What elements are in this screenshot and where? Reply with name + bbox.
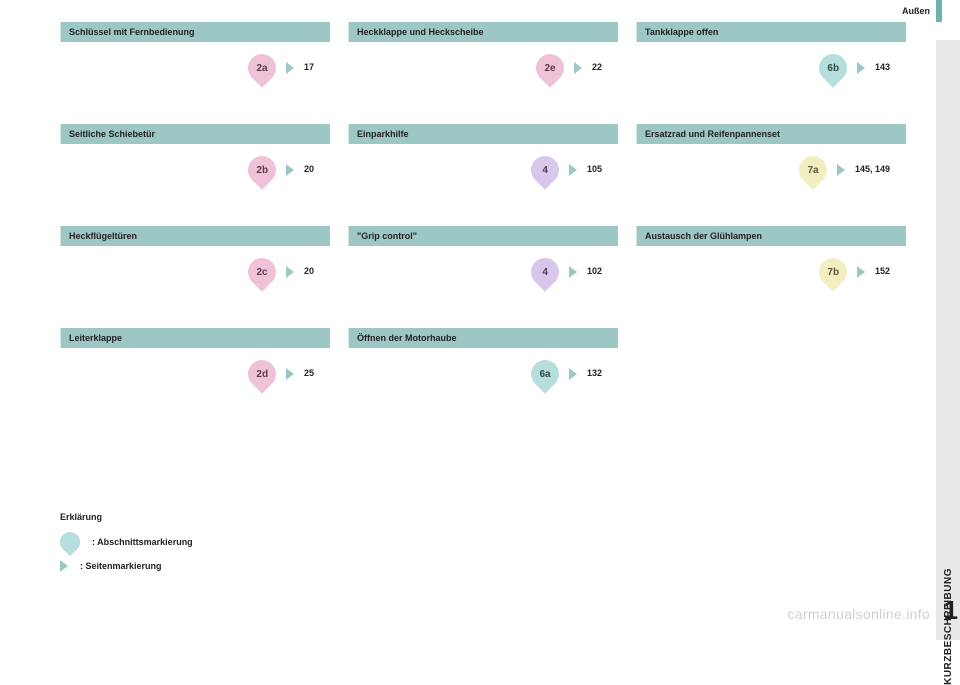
topic-title: Heckflügeltüren (60, 226, 330, 246)
topic-item: Leiterklappe 2d 25 (60, 328, 330, 428)
section-marker-icon: 7a (793, 150, 833, 190)
page-marker-icon (286, 368, 294, 380)
section-marker-icon: 2c (242, 252, 282, 292)
topic-page: 102 (587, 267, 602, 277)
topic-title: Öffnen der Motorhaube (348, 328, 618, 348)
topic-title: Leiterklappe (60, 328, 330, 348)
topic-title: Seitliche Schiebetür (60, 124, 330, 144)
side-chapter-tab (936, 40, 960, 640)
section-marker-icon: 6a (525, 354, 565, 394)
topic-title: Einparkhilfe (348, 124, 618, 144)
topic-page: 145, 149 (855, 165, 890, 175)
section-marker-icon: 4 (525, 150, 565, 190)
watermark: carmanualsonline.info (788, 606, 931, 622)
topic-title: Heckklappe und Heckscheibe (348, 22, 618, 42)
section-marker-icon: 2a (242, 48, 282, 88)
topic-page: 25 (304, 369, 314, 379)
topic-item: Tankklappe offen 6b 143 (636, 22, 906, 122)
topic-item: Heckklappe und Heckscheibe 2e 22 (348, 22, 618, 122)
topics-grid: Schlüssel mit Fernbedienung 2a 17 Heckkl… (60, 22, 910, 428)
topic-page: 22 (592, 63, 602, 73)
topic-item: Schlüssel mit Fernbedienung 2a 17 (60, 22, 330, 122)
legend-text-page: : Seitenmarkierung (80, 561, 162, 571)
topic-page: 17 (304, 63, 314, 73)
legend: Erklärung : Abschnittsmarkierung : Seite… (60, 512, 193, 580)
topic-ref: 2e 22 (536, 54, 602, 82)
page-number-top: 15 (946, 28, 954, 35)
page-marker-icon (569, 266, 577, 278)
page-marker-icon (286, 164, 294, 176)
side-chapter-title: KURZBESCHREIBUNG (943, 568, 954, 685)
topic-ref: 7a 145, 149 (799, 156, 890, 184)
page-marker-icon (60, 560, 68, 572)
side-chapter-number: 1 (944, 595, 958, 626)
top-color-tab (936, 0, 942, 22)
topic-page: 132 (587, 369, 602, 379)
topic-title: "Grip control" (348, 226, 618, 246)
section-marker-icon: 2b (242, 150, 282, 190)
topic-item: Einparkhilfe 4 105 (348, 124, 618, 224)
topic-ref: 2a 17 (248, 54, 314, 82)
topic-item: Seitliche Schiebetür 2b 20 (60, 124, 330, 224)
topic-ref: 4 102 (531, 258, 602, 286)
topic-page: 143 (875, 63, 890, 73)
topic-title: Schlüssel mit Fernbedienung (60, 22, 330, 42)
topic-item: Ersatzrad und Reifenpannenset 7a 145, 14… (636, 124, 906, 224)
topic-ref: 4 105 (531, 156, 602, 184)
legend-row-page: : Seitenmarkierung (60, 560, 193, 572)
topic-page: 20 (304, 267, 314, 277)
topic-page: 105 (587, 165, 602, 175)
section-marker-icon: 7b (813, 252, 853, 292)
section-marker-icon: 2e (530, 48, 570, 88)
topic-page: 152 (875, 267, 890, 277)
legend-text-section: : Abschnittsmarkierung (92, 537, 193, 547)
topic-ref: 2b 20 (248, 156, 314, 184)
topic-ref: 2c 20 (248, 258, 314, 286)
page-marker-icon (286, 62, 294, 74)
section-marker-icon (56, 528, 84, 556)
topic-title: Ersatzrad und Reifenpannenset (636, 124, 906, 144)
page-marker-icon (574, 62, 582, 74)
topic-item: Austausch der Glühlampen 7b 152 (636, 226, 906, 326)
page-marker-icon (857, 266, 865, 278)
topic-ref: 7b 152 (819, 258, 890, 286)
page-marker-icon (837, 164, 845, 176)
topic-item: "Grip control" 4 102 (348, 226, 618, 326)
topic-ref: 6a 132 (531, 360, 602, 388)
section-heading: Außen (902, 6, 930, 16)
page-marker-icon (569, 164, 577, 176)
topic-page: 20 (304, 165, 314, 175)
topic-item: Öffnen der Motorhaube 6a 132 (348, 328, 618, 428)
section-marker-icon: 6b (813, 48, 853, 88)
topic-ref: 2d 25 (248, 360, 314, 388)
legend-row-section: : Abschnittsmarkierung (60, 532, 193, 552)
legend-title: Erklärung (60, 512, 193, 522)
section-marker-icon: 2d (242, 354, 282, 394)
page-marker-icon (857, 62, 865, 74)
section-marker-icon: 4 (525, 252, 565, 292)
topic-title: Austausch der Glühlampen (636, 226, 906, 246)
page-marker-icon (569, 368, 577, 380)
topic-ref: 6b 143 (819, 54, 890, 82)
topic-item: Heckflügeltüren 2c 20 (60, 226, 330, 326)
topic-title: Tankklappe offen (636, 22, 906, 42)
page-marker-icon (286, 266, 294, 278)
